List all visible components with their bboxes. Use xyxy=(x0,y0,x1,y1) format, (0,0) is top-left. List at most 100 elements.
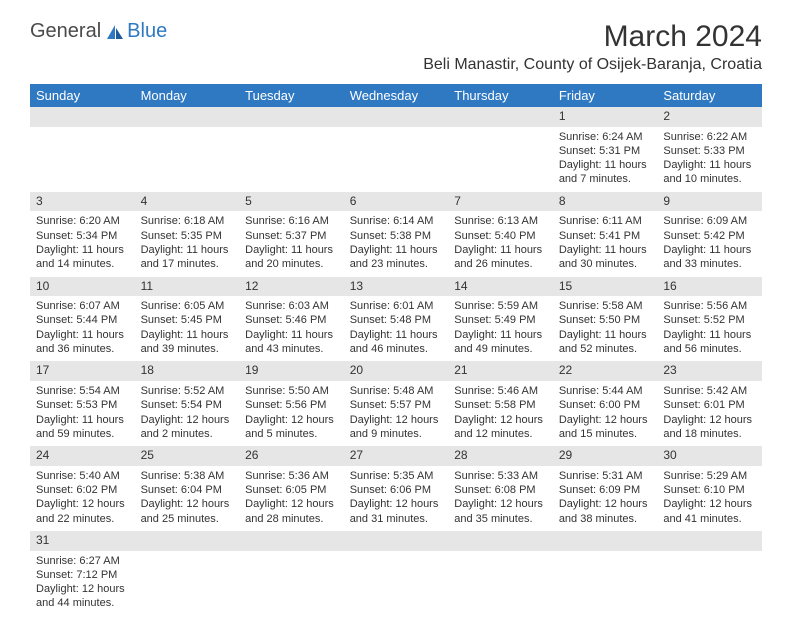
day-line: Sunset: 7:12 PM xyxy=(36,568,129,582)
day-number: 6 xyxy=(344,192,449,212)
day-line: Sunset: 5:52 PM xyxy=(663,313,756,327)
day-line: Sunrise: 5:54 AM xyxy=(36,384,129,398)
day-number xyxy=(553,531,658,551)
day-line: Sunset: 5:50 PM xyxy=(559,313,652,327)
day-line: and 17 minutes. xyxy=(141,257,234,271)
day-line: and 9 minutes. xyxy=(350,427,443,441)
day-line: Sunset: 5:44 PM xyxy=(36,313,129,327)
day-number: 19 xyxy=(239,361,344,381)
day-number xyxy=(239,107,344,127)
day-number: 15 xyxy=(553,277,658,297)
day-cell: Sunrise: 5:50 AMSunset: 5:56 PMDaylight:… xyxy=(239,381,344,446)
day-line: Sunset: 6:08 PM xyxy=(454,483,547,497)
day-line: Sunset: 6:00 PM xyxy=(559,398,652,412)
day-line: Sunset: 6:06 PM xyxy=(350,483,443,497)
day-cell: Sunrise: 6:22 AMSunset: 5:33 PMDaylight:… xyxy=(657,127,762,192)
day-line: Sunrise: 6:27 AM xyxy=(36,554,129,568)
day-line: Sunrise: 5:59 AM xyxy=(454,299,547,313)
day-line: Sunset: 6:05 PM xyxy=(245,483,338,497)
day-line: Daylight: 11 hours xyxy=(245,243,338,257)
day-line: Sunrise: 6:01 AM xyxy=(350,299,443,313)
day-line: Daylight: 12 hours xyxy=(663,413,756,427)
day-cell xyxy=(30,127,135,192)
day-line: Sunrise: 6:20 AM xyxy=(36,214,129,228)
page-title: March 2024 xyxy=(423,20,762,54)
day-line: Daylight: 11 hours xyxy=(663,158,756,172)
day-cell: Sunrise: 5:52 AMSunset: 5:54 PMDaylight:… xyxy=(135,381,240,446)
day-line: Sunset: 5:45 PM xyxy=(141,313,234,327)
day-line: Sunrise: 6:22 AM xyxy=(663,130,756,144)
day-line: Daylight: 11 hours xyxy=(559,158,652,172)
day-line: Sunset: 5:37 PM xyxy=(245,229,338,243)
day-line: and 41 minutes. xyxy=(663,512,756,526)
day-line: Sunrise: 5:31 AM xyxy=(559,469,652,483)
day-line: Sunrise: 6:18 AM xyxy=(141,214,234,228)
day-line: Daylight: 11 hours xyxy=(454,243,547,257)
day-line: and 2 minutes. xyxy=(141,427,234,441)
day-number: 9 xyxy=(657,192,762,212)
day-line: Daylight: 12 hours xyxy=(559,413,652,427)
day-cell xyxy=(135,551,240,616)
day-line: and 49 minutes. xyxy=(454,342,547,356)
day-line: and 22 minutes. xyxy=(36,512,129,526)
day-line: Sunset: 5:46 PM xyxy=(245,313,338,327)
day-line: Sunset: 5:53 PM xyxy=(36,398,129,412)
day-line: Daylight: 12 hours xyxy=(559,497,652,511)
day-line: Sunset: 5:57 PM xyxy=(350,398,443,412)
day-cell xyxy=(448,127,553,192)
day-cell: Sunrise: 5:36 AMSunset: 6:05 PMDaylight:… xyxy=(239,466,344,531)
logo-word2: Blue xyxy=(127,20,167,43)
day-line: Sunrise: 5:56 AM xyxy=(663,299,756,313)
day-line: Daylight: 11 hours xyxy=(350,328,443,342)
day-cell xyxy=(344,127,449,192)
day-line: Daylight: 11 hours xyxy=(559,243,652,257)
day-cell: Sunrise: 6:16 AMSunset: 5:37 PMDaylight:… xyxy=(239,211,344,276)
day-number xyxy=(135,107,240,127)
day-line: Sunset: 5:33 PM xyxy=(663,144,756,158)
day-line: and 44 minutes. xyxy=(36,596,129,610)
col-header: Wednesday xyxy=(344,84,449,107)
day-number: 10 xyxy=(30,277,135,297)
day-number: 24 xyxy=(30,446,135,466)
day-line: Sunset: 6:09 PM xyxy=(559,483,652,497)
day-cell: Sunrise: 5:46 AMSunset: 5:58 PMDaylight:… xyxy=(448,381,553,446)
day-cell: Sunrise: 6:05 AMSunset: 5:45 PMDaylight:… xyxy=(135,296,240,361)
day-line: Sunset: 5:31 PM xyxy=(559,144,652,158)
day-line: Sunset: 5:35 PM xyxy=(141,229,234,243)
day-cell: Sunrise: 6:11 AMSunset: 5:41 PMDaylight:… xyxy=(553,211,658,276)
day-number: 13 xyxy=(344,277,449,297)
day-cell: Sunrise: 6:14 AMSunset: 5:38 PMDaylight:… xyxy=(344,211,449,276)
day-cell: Sunrise: 5:42 AMSunset: 6:01 PMDaylight:… xyxy=(657,381,762,446)
sail-icon xyxy=(105,23,125,41)
day-line: Sunrise: 6:13 AM xyxy=(454,214,547,228)
day-line: and 25 minutes. xyxy=(141,512,234,526)
day-line: and 33 minutes. xyxy=(663,257,756,271)
day-line: and 46 minutes. xyxy=(350,342,443,356)
day-line: Sunrise: 5:38 AM xyxy=(141,469,234,483)
day-number: 25 xyxy=(135,446,240,466)
day-line: and 18 minutes. xyxy=(663,427,756,441)
day-line: and 43 minutes. xyxy=(245,342,338,356)
day-line: and 31 minutes. xyxy=(350,512,443,526)
day-line: Daylight: 11 hours xyxy=(141,328,234,342)
day-line: Daylight: 11 hours xyxy=(350,243,443,257)
day-number: 18 xyxy=(135,361,240,381)
day-cell xyxy=(239,551,344,616)
day-cell: Sunrise: 6:20 AMSunset: 5:34 PMDaylight:… xyxy=(30,211,135,276)
day-number xyxy=(448,531,553,551)
day-line: Daylight: 12 hours xyxy=(141,413,234,427)
day-line: Sunset: 6:10 PM xyxy=(663,483,756,497)
day-number: 4 xyxy=(135,192,240,212)
day-line: Daylight: 11 hours xyxy=(454,328,547,342)
day-number xyxy=(344,531,449,551)
day-line: Sunrise: 5:35 AM xyxy=(350,469,443,483)
day-line: Sunrise: 5:42 AM xyxy=(663,384,756,398)
day-cell: Sunrise: 6:27 AMSunset: 7:12 PMDaylight:… xyxy=(30,551,135,616)
day-cell: Sunrise: 5:48 AMSunset: 5:57 PMDaylight:… xyxy=(344,381,449,446)
col-header: Sunday xyxy=(30,84,135,107)
day-line: and 26 minutes. xyxy=(454,257,547,271)
day-line: and 35 minutes. xyxy=(454,512,547,526)
day-number xyxy=(344,107,449,127)
day-line: Sunrise: 6:14 AM xyxy=(350,214,443,228)
day-line: and 5 minutes. xyxy=(245,427,338,441)
